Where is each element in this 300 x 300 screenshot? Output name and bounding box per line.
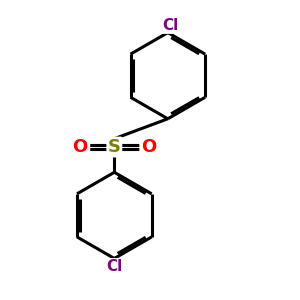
Text: Cl: Cl (106, 259, 122, 274)
Text: S: S (108, 138, 121, 156)
Text: Cl: Cl (163, 18, 179, 33)
Text: O: O (141, 138, 156, 156)
Text: O: O (73, 138, 88, 156)
